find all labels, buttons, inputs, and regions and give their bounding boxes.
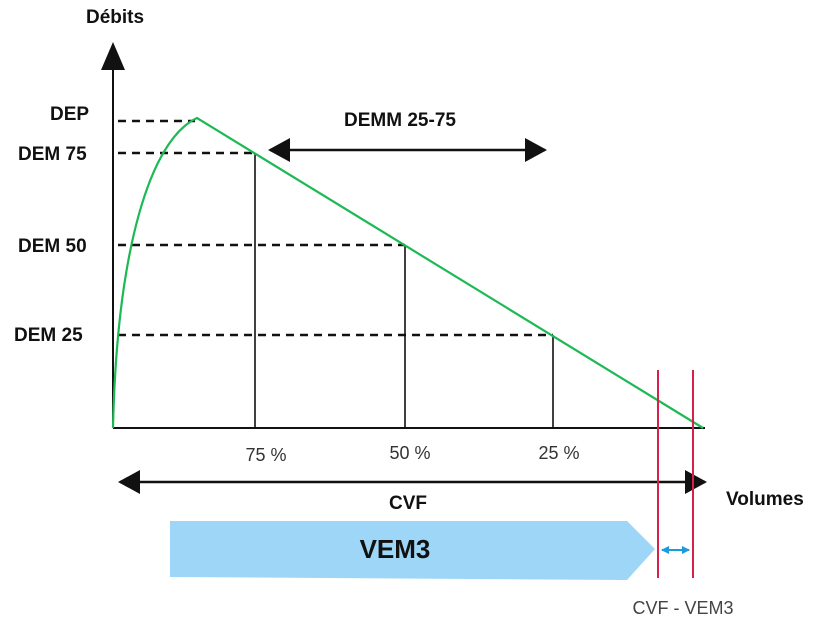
difference-label: CVF - VEM3	[632, 598, 733, 618]
dem25-label: DEM 25	[14, 325, 83, 346]
dep-label: DEP	[50, 104, 89, 125]
y-axis-label: Débits	[86, 7, 144, 28]
cvf-label: CVF	[389, 493, 427, 514]
percent-label: 75 %	[245, 445, 286, 465]
vem3-shape	[170, 521, 655, 580]
percent-label: 25 %	[538, 443, 579, 463]
dem75-label: DEM 75	[18, 144, 87, 165]
y-axis-arrow	[101, 42, 125, 70]
demm-label: DEMM 25-75	[344, 110, 456, 131]
dem50-label: DEM 50	[18, 236, 87, 257]
percent-label: 50 %	[389, 443, 430, 463]
flow-volume-curve	[111, 116, 704, 429]
x-axis-label: Volumes	[726, 489, 804, 510]
vem3-label: VEM3	[360, 534, 431, 564]
